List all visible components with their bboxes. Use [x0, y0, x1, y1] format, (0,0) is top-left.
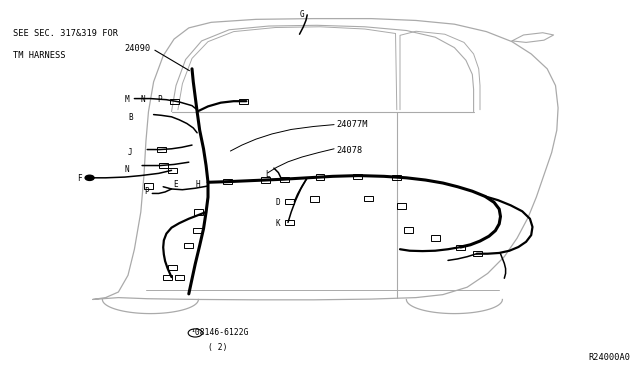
Circle shape: [85, 175, 94, 180]
Bar: [473, 251, 482, 256]
Text: D: D: [275, 198, 280, 207]
Bar: [353, 174, 362, 179]
Bar: [184, 243, 193, 248]
Bar: [397, 203, 406, 209]
Bar: [364, 196, 373, 201]
Text: L: L: [266, 170, 270, 179]
Bar: [239, 99, 248, 104]
Text: P: P: [144, 187, 148, 196]
Bar: [170, 99, 179, 104]
Text: E: E: [173, 180, 177, 189]
Bar: [163, 275, 172, 280]
Text: P: P: [157, 95, 161, 104]
Bar: [456, 245, 465, 250]
Text: F: F: [77, 174, 81, 183]
Bar: [280, 177, 289, 182]
Bar: [310, 196, 319, 202]
Bar: [404, 227, 413, 232]
Text: R24000A0: R24000A0: [589, 353, 631, 362]
Text: 24077M: 24077M: [336, 120, 367, 129]
Text: ( 2): ( 2): [208, 343, 227, 352]
Text: SEE SEC. 317&319 FOR: SEE SEC. 317&319 FOR: [13, 29, 118, 38]
Text: TM HARNESS: TM HARNESS: [13, 51, 65, 60]
Bar: [223, 179, 232, 184]
Bar: [285, 220, 294, 225]
Bar: [194, 209, 203, 215]
Bar: [431, 235, 440, 241]
Bar: [175, 275, 184, 280]
Text: J: J: [128, 148, 132, 157]
Bar: [285, 199, 294, 204]
Bar: [261, 177, 270, 183]
Text: B: B: [128, 113, 132, 122]
Text: M: M: [125, 95, 129, 104]
Bar: [392, 175, 401, 180]
Text: ¹08146-6122G: ¹08146-6122G: [191, 328, 249, 337]
Bar: [144, 183, 153, 189]
Text: 24078: 24078: [336, 146, 362, 155]
Text: N: N: [125, 165, 129, 174]
Text: 24090: 24090: [125, 44, 151, 53]
Bar: [193, 228, 202, 233]
Text: K: K: [275, 219, 280, 228]
Bar: [157, 147, 166, 152]
Bar: [168, 265, 177, 270]
Bar: [168, 168, 177, 173]
Text: H: H: [195, 180, 200, 189]
Text: G: G: [300, 10, 304, 19]
Bar: [159, 163, 168, 168]
Bar: [316, 174, 324, 180]
Text: N: N: [141, 95, 145, 104]
